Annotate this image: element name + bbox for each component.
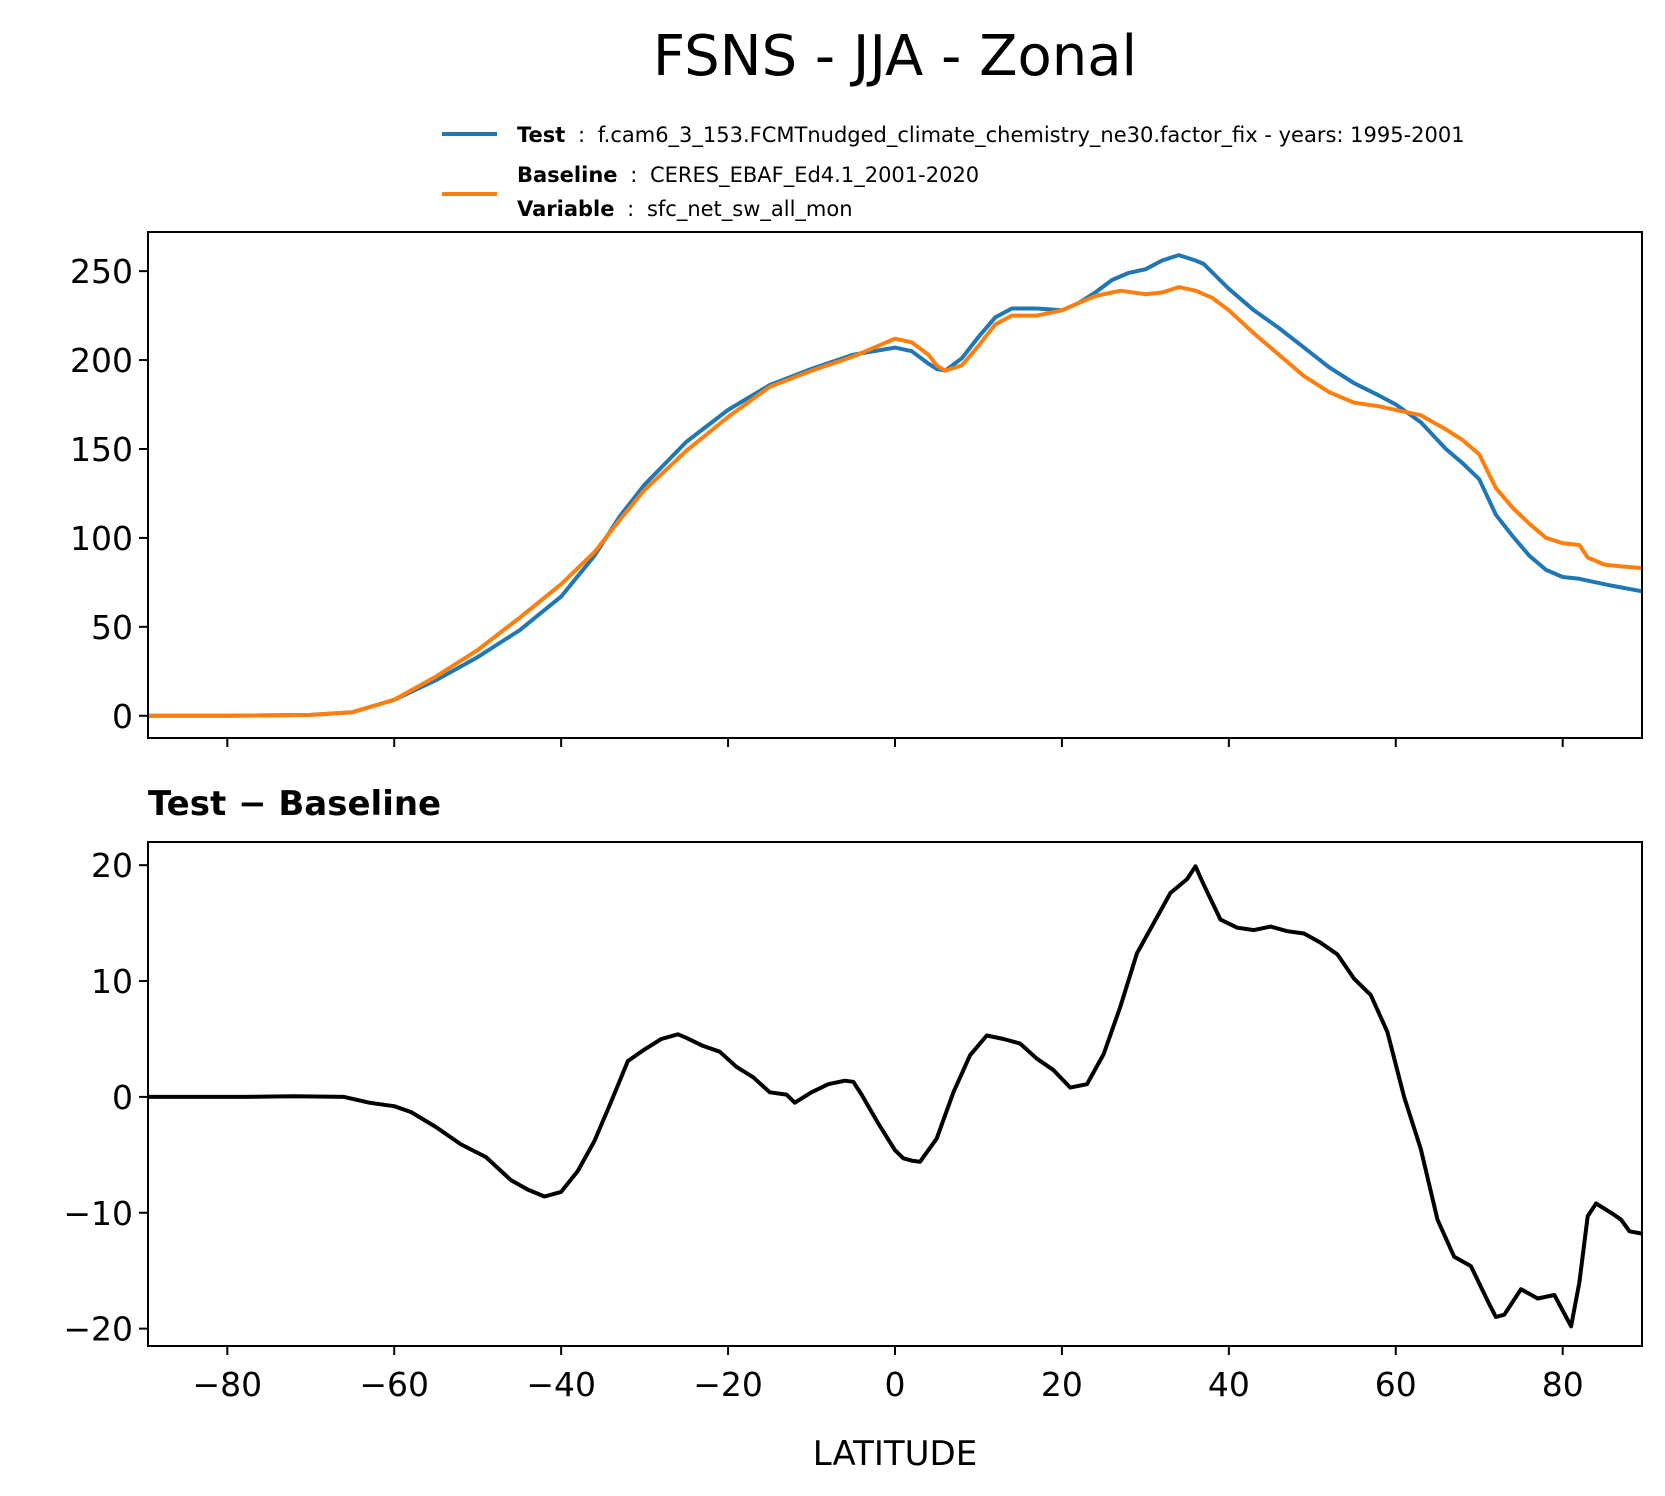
top-series-line-baseline: [148, 285, 1643, 718]
zonal-mean-panel: 0 50 100 150 200 250: [70, 231, 1643, 747]
legend-variable-separator: :: [627, 197, 634, 221]
top-y-tick-label: 50: [91, 608, 133, 647]
bottom-axes-frame: [147, 841, 1643, 1347]
bottom-x-tick-label: −20: [693, 1365, 763, 1404]
bottom-y-tick-label: 10: [91, 962, 133, 1001]
bottom-x-tick-label: −80: [192, 1365, 262, 1404]
x-axis-label: LATITUDE: [813, 1434, 977, 1474]
bottom-x-tick-label: 0: [885, 1365, 906, 1404]
bottom-x-tick-label: 60: [1375, 1365, 1417, 1404]
figure-title: FSNS - JJA - Zonal: [653, 24, 1137, 89]
bottom-x-tick-label: −60: [359, 1365, 429, 1404]
top-y-tick-label: 150: [70, 430, 133, 469]
bottom-y-tick-label: −20: [63, 1310, 133, 1349]
top-axes-frame: [147, 231, 1643, 739]
top-series-line-test: [148, 253, 1643, 718]
top-y-tick-label: 250: [70, 252, 133, 291]
bottom-x-tick-label: −40: [526, 1365, 596, 1404]
bottom-x-tick-label: 40: [1208, 1365, 1250, 1404]
bottom-x-tick-label: 20: [1041, 1365, 1083, 1404]
top-y-tick-label: 200: [70, 341, 133, 380]
legend-test-value: f.cam6_3_153.FCMTnudged_climate_chemistr…: [598, 123, 1465, 148]
difference-panel-title: Test − Baseline: [148, 784, 441, 824]
difference-panel: −20 −10 0 10 20 −80 −60 −40 −20 0 20 40 60 80: [63, 841, 1643, 1404]
legend-test-label: Test: [517, 123, 565, 147]
bottom-series-line-difference: [148, 864, 1643, 1329]
legend-test-entry: Test : f.cam6_3_153.FCMTnudged_climate_c…: [517, 123, 1465, 148]
legend-test-separator: :: [578, 123, 585, 147]
bottom-y-tick-label: −10: [63, 1194, 133, 1233]
legend-baseline-separator: :: [630, 163, 637, 187]
legend-baseline-label: Baseline: [517, 163, 618, 187]
top-y-tick-label: 0: [112, 697, 133, 736]
bottom-y-tick-label: 20: [91, 846, 133, 885]
bottom-y-tick-label: 0: [112, 1078, 133, 1117]
legend-variable-label: Variable: [517, 197, 614, 221]
legend-variable-value: sfc_net_sw_all_mon: [647, 197, 853, 222]
bottom-x-tick-label: 80: [1542, 1365, 1584, 1404]
top-y-tick-label: 100: [70, 519, 133, 558]
legend-variable-entry: Variable : sfc_net_sw_all_mon: [517, 197, 853, 222]
legend-baseline-value: CERES_EBAF_Ed4.1_2001-2020: [650, 163, 979, 188]
legend: Test : f.cam6_3_153.FCMTnudged_climate_c…: [442, 123, 1465, 222]
legend-baseline-entry: Baseline : CERES_EBAF_Ed4.1_2001-2020: [517, 163, 979, 188]
